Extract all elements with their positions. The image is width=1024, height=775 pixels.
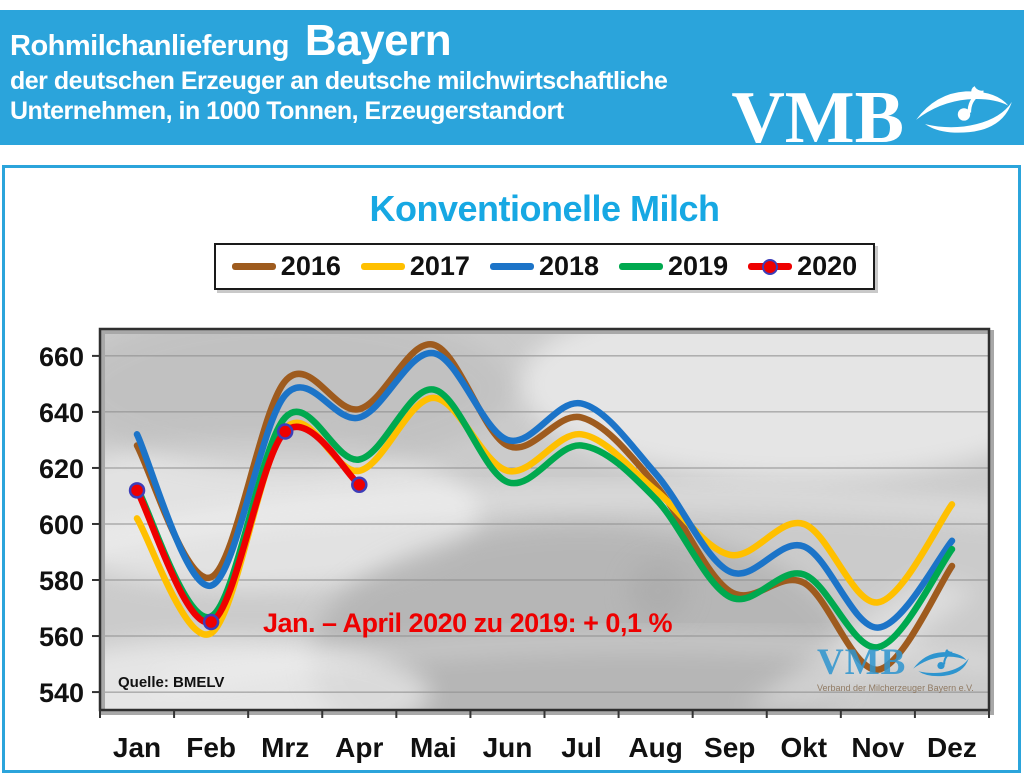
y-axis-labels: 660 640 620 600 580 560 540: [39, 342, 84, 708]
chart-head: Konventionelle Milch 2016 2017 2018 2019 202…: [100, 188, 989, 290]
svg-text:Dez: Dez: [927, 732, 977, 763]
x-axis-labels: Jan Feb Mrz Apr Mai Jun Jul Aug Sep Okt Nov Dez: [113, 732, 977, 763]
legend-line-swatch: [231, 263, 276, 270]
svg-text:660: 660: [39, 342, 84, 372]
svg-text:640: 640: [39, 398, 84, 428]
svg-text:Nov: Nov: [851, 732, 904, 763]
legend-line-swatch: [360, 263, 405, 270]
annotation-2020-vs-2019: Jan. – April 2020 zu 2019: + 0,1 %: [263, 608, 672, 638]
axis-ticks: [92, 354, 990, 718]
header-title-small: Rohmilchanlieferung: [10, 30, 289, 62]
watermark-row: VMB: [817, 644, 987, 681]
legend-label: 2020: [797, 251, 858, 281]
chart-legend: 2016 2017 2018 2019 2020: [213, 243, 876, 290]
marker-2020-Mrz: [276, 423, 294, 440]
marker-2020-Apr: [351, 476, 368, 494]
series-lines: [128, 341, 956, 673]
legend-line-swatch: [619, 263, 664, 270]
svg-text:Okt: Okt: [780, 732, 827, 763]
legend-marker-dot: [762, 258, 779, 275]
marker-2020-Jan: [128, 482, 146, 499]
legend-label: 2017: [409, 251, 470, 281]
svg-text:Mrz: Mrz: [261, 732, 309, 763]
svg-text:Mai: Mai: [410, 732, 457, 763]
series-2018: [133, 349, 956, 631]
legend-line-swatch: [748, 258, 793, 275]
legend-item-2017: 2017: [360, 251, 470, 282]
marker-2020-Feb: [202, 613, 220, 631]
chart-watermark: VMB Verband der Milcherzeuger Bayern e.V…: [817, 644, 987, 693]
svg-text:Jul: Jul: [561, 732, 601, 763]
svg-text:580: 580: [39, 566, 84, 596]
vmb-swirl-icon: [916, 86, 1012, 133]
svg-text:Aug: Aug: [628, 732, 682, 763]
header-title-region: Bayern: [304, 16, 452, 65]
chart-title: Konventionelle Milch: [369, 188, 720, 229]
vmb-logo-text: VMB: [731, 77, 904, 145]
legend-item-2016: 2016: [231, 251, 341, 282]
svg-text:560: 560: [39, 622, 84, 652]
header-subtitle-line2: Unternehmen, in 1000 Tonnen, Erzeugersta…: [10, 97, 564, 125]
svg-text:600: 600: [39, 510, 84, 540]
svg-text:Feb: Feb: [186, 732, 236, 763]
legend-label: 2018: [538, 251, 600, 281]
svg-text:Jun: Jun: [483, 732, 533, 763]
legend-item-2020: 2020: [748, 251, 857, 282]
legend-label: 2019: [668, 251, 729, 281]
legend-label: 2016: [280, 251, 341, 281]
header-banner: Rohmilchanlieferung Bayern der deutschen…: [0, 10, 1024, 145]
watermark-caption: Verband der Milcherzeuger Bayern e.V.: [817, 683, 974, 693]
header-subtitle-line1: der deutschen Erzeuger an deutsche milch…: [10, 67, 668, 95]
svg-text:Apr: Apr: [335, 732, 383, 763]
legend-item-2018: 2018: [489, 251, 600, 282]
svg-text:Sep: Sep: [704, 732, 755, 763]
svg-text:Jan: Jan: [113, 732, 161, 763]
source-label: Quelle: BMELV: [118, 674, 225, 691]
header-title-row: Rohmilchanlieferung Bayern: [10, 16, 667, 66]
svg-text:540: 540: [39, 678, 84, 708]
legend-line-swatch: [489, 263, 534, 270]
header-text: Rohmilchanlieferung Bayern der deutschen…: [10, 16, 668, 126]
legend-item-2019: 2019: [619, 251, 728, 282]
svg-text:620: 620: [39, 454, 84, 484]
series-2016: [133, 341, 956, 673]
series-2020: [133, 423, 363, 626]
watermark-logo-text: VMB: [817, 642, 907, 683]
watermark-swirl-icon: [913, 648, 970, 676]
chart-panel: 660 640 620 600 580 560 540 Jan Feb Mrz Apr Mai Jun J…: [2, 165, 1021, 773]
